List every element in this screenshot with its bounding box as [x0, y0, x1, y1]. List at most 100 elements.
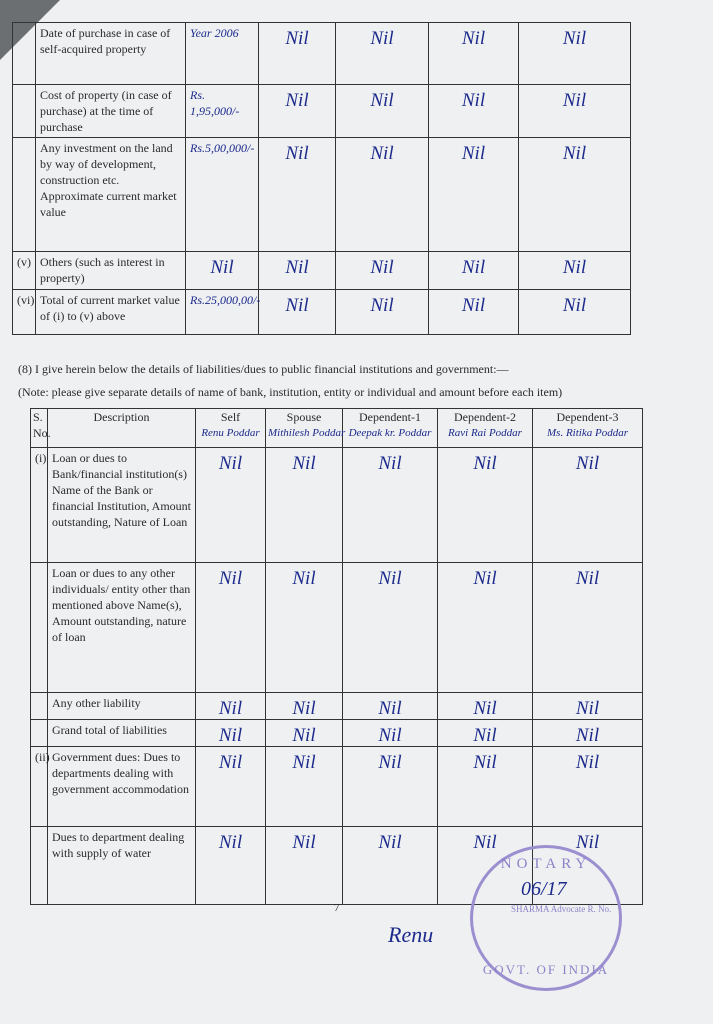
header-dependent-1: Dependent-1 Deepak kr. Poddar — [342, 408, 438, 448]
handwritten-value: Nil — [335, 84, 429, 138]
handwritten-value: Nil — [258, 22, 336, 85]
handwritten-value: Nil — [265, 826, 343, 905]
handwritten-value: Nil — [342, 447, 438, 563]
dependent-2-name: Ravi Rai Poddar — [448, 427, 522, 439]
handwritten-value: Nil — [335, 22, 429, 85]
handwritten-value: Year 2006 — [185, 22, 259, 85]
handwritten-value: Nil — [428, 84, 519, 138]
row-description: Loan or dues to Bank/financial instituti… — [47, 447, 196, 563]
section-8-note: (Note: please give separate details of n… — [18, 385, 563, 399]
table-row: (ii) Government dues: Dues to departments… — [30, 746, 643, 827]
handwritten-value: Nil — [428, 22, 519, 85]
handwritten-value: Nil — [437, 562, 533, 693]
handwritten-value: Nil — [518, 84, 631, 138]
handwritten-value: Nil — [518, 289, 631, 335]
row-number: (v) — [12, 251, 36, 290]
handwritten-value: Nil — [195, 447, 266, 563]
row-number: (vi) — [12, 289, 36, 335]
handwritten-value: Nil — [532, 562, 643, 693]
handwritten-value: Nil — [195, 746, 266, 827]
row-number — [12, 84, 36, 138]
table-row: Grand total of liabilities Nil Nil Nil Nil Ni… — [30, 719, 643, 747]
header-dependent-2: Dependent-2 Ravi Rai Poddar — [437, 408, 533, 448]
handwritten-value: Nil — [195, 826, 266, 905]
row-description: Others (such as interest in property) — [35, 251, 186, 290]
row-description: Dues to department dealing with supply o… — [47, 826, 196, 905]
handwritten-value: Rs.25,000,00/- — [185, 289, 260, 335]
handwritten-value: Rs.5,00,000/- — [185, 137, 259, 252]
handwritten-value: Nil — [342, 746, 438, 827]
notary-stamp: NOTARY SHARMA Advocate R. No. 06/17 GOVT… — [470, 845, 622, 991]
row-number: (ii) — [30, 746, 50, 827]
self-name: Renu Poddar — [201, 427, 260, 439]
row-description: Loan or dues to any other individuals/ e… — [47, 562, 196, 693]
row-description: Government dues: Dues to departments dea… — [47, 746, 196, 827]
handwritten-value: Nil — [437, 692, 533, 720]
header-row: S. No. Description Self Renu Poddar Spous… — [30, 408, 643, 448]
handwritten-value: Nil — [518, 251, 631, 290]
handwritten-value: Nil — [335, 137, 429, 252]
handwritten-value: Nil — [195, 562, 266, 693]
header-spouse: Spouse Mithilesh Poddar — [265, 408, 346, 448]
table-row: (v) Others (such as interest in property)… — [12, 251, 631, 290]
handwritten-value: Nil — [265, 562, 343, 693]
handwritten-value: Nil — [518, 137, 631, 252]
handwritten-value: Nil — [342, 719, 438, 747]
handwritten-value: Nil — [518, 22, 631, 85]
signature: Renu — [388, 922, 434, 947]
row-number — [30, 826, 48, 905]
table-row: Any investment on the land by way of dev… — [12, 137, 631, 252]
handwritten-value: Nil — [428, 289, 519, 335]
row-description: Total of current market value of (i) to … — [35, 289, 186, 335]
handwritten-value: Nil — [428, 251, 519, 290]
row-description: Date of purchase in case of self-acquire… — [35, 22, 186, 85]
handwritten-value: Nil — [195, 719, 266, 747]
handwritten-value: Nil — [195, 692, 266, 720]
handwritten-value: Nil — [185, 251, 259, 290]
handwritten-value: Rs. 1,95,000/- — [185, 84, 259, 138]
table-row: (vi) Total of current market value of (i)… — [12, 289, 631, 335]
header-dependent-3: Dependent-3 Ms. Ritika Poddar — [532, 408, 643, 448]
header-self: Self Renu Poddar — [195, 408, 266, 448]
spouse-name: Mithilesh Poddar — [268, 427, 346, 439]
handwritten-value: Nil — [335, 289, 429, 335]
handwritten-value: Nil — [258, 251, 336, 290]
table-row: Any other liability Nil Nil Nil Nil Nil — [30, 692, 643, 720]
handwritten-value: Nil — [265, 719, 343, 747]
row-description: Any other liability — [47, 692, 196, 720]
table-row: Cost of property (in case of purchase) a… — [12, 84, 631, 138]
property-table: Date of purchase in case of self-acquire… — [12, 22, 631, 335]
handwritten-value: Nil — [258, 84, 336, 138]
dependent-3-name: Ms. Ritika Poddar — [547, 427, 628, 439]
header-description: Description — [47, 408, 196, 448]
row-number — [30, 562, 48, 693]
handwritten-value: Nil — [258, 137, 336, 252]
section-8-heading: (8) I give herein below the details of l… — [18, 362, 509, 376]
handwritten-value: Nil — [532, 447, 643, 563]
handwritten-value: Nil — [437, 447, 533, 563]
handwritten-value: Nil — [342, 562, 438, 693]
handwritten-value: Nil — [532, 719, 643, 747]
handwritten-value: Nil — [532, 692, 643, 720]
row-number: (i) — [30, 447, 48, 563]
handwritten-value: Nil — [437, 719, 533, 747]
dependent-1-name: Deepak kr. Poddar — [348, 427, 432, 439]
page-number: 7 — [334, 902, 340, 914]
handwritten-value: Nil — [265, 692, 343, 720]
handwritten-value: Nil — [335, 251, 429, 290]
handwritten-value: Nil — [342, 826, 438, 905]
handwritten-value: Nil — [428, 137, 519, 252]
liabilities-table: S. No. Description Self Renu Poddar Spous… — [30, 408, 643, 905]
row-number — [30, 692, 48, 720]
row-description: Any investment on the land by way of dev… — [35, 137, 186, 252]
row-number — [30, 719, 48, 747]
handwritten-value: Nil — [342, 692, 438, 720]
row-number — [12, 22, 36, 85]
handwritten-value: Nil — [265, 746, 343, 827]
handwritten-value: Nil — [265, 447, 343, 563]
header-sno: S. No. — [30, 408, 51, 448]
row-description: Cost of property (in case of purchase) a… — [35, 84, 186, 138]
table-row: Date of purchase in case of self-acquire… — [12, 22, 631, 85]
row-number — [12, 137, 36, 252]
